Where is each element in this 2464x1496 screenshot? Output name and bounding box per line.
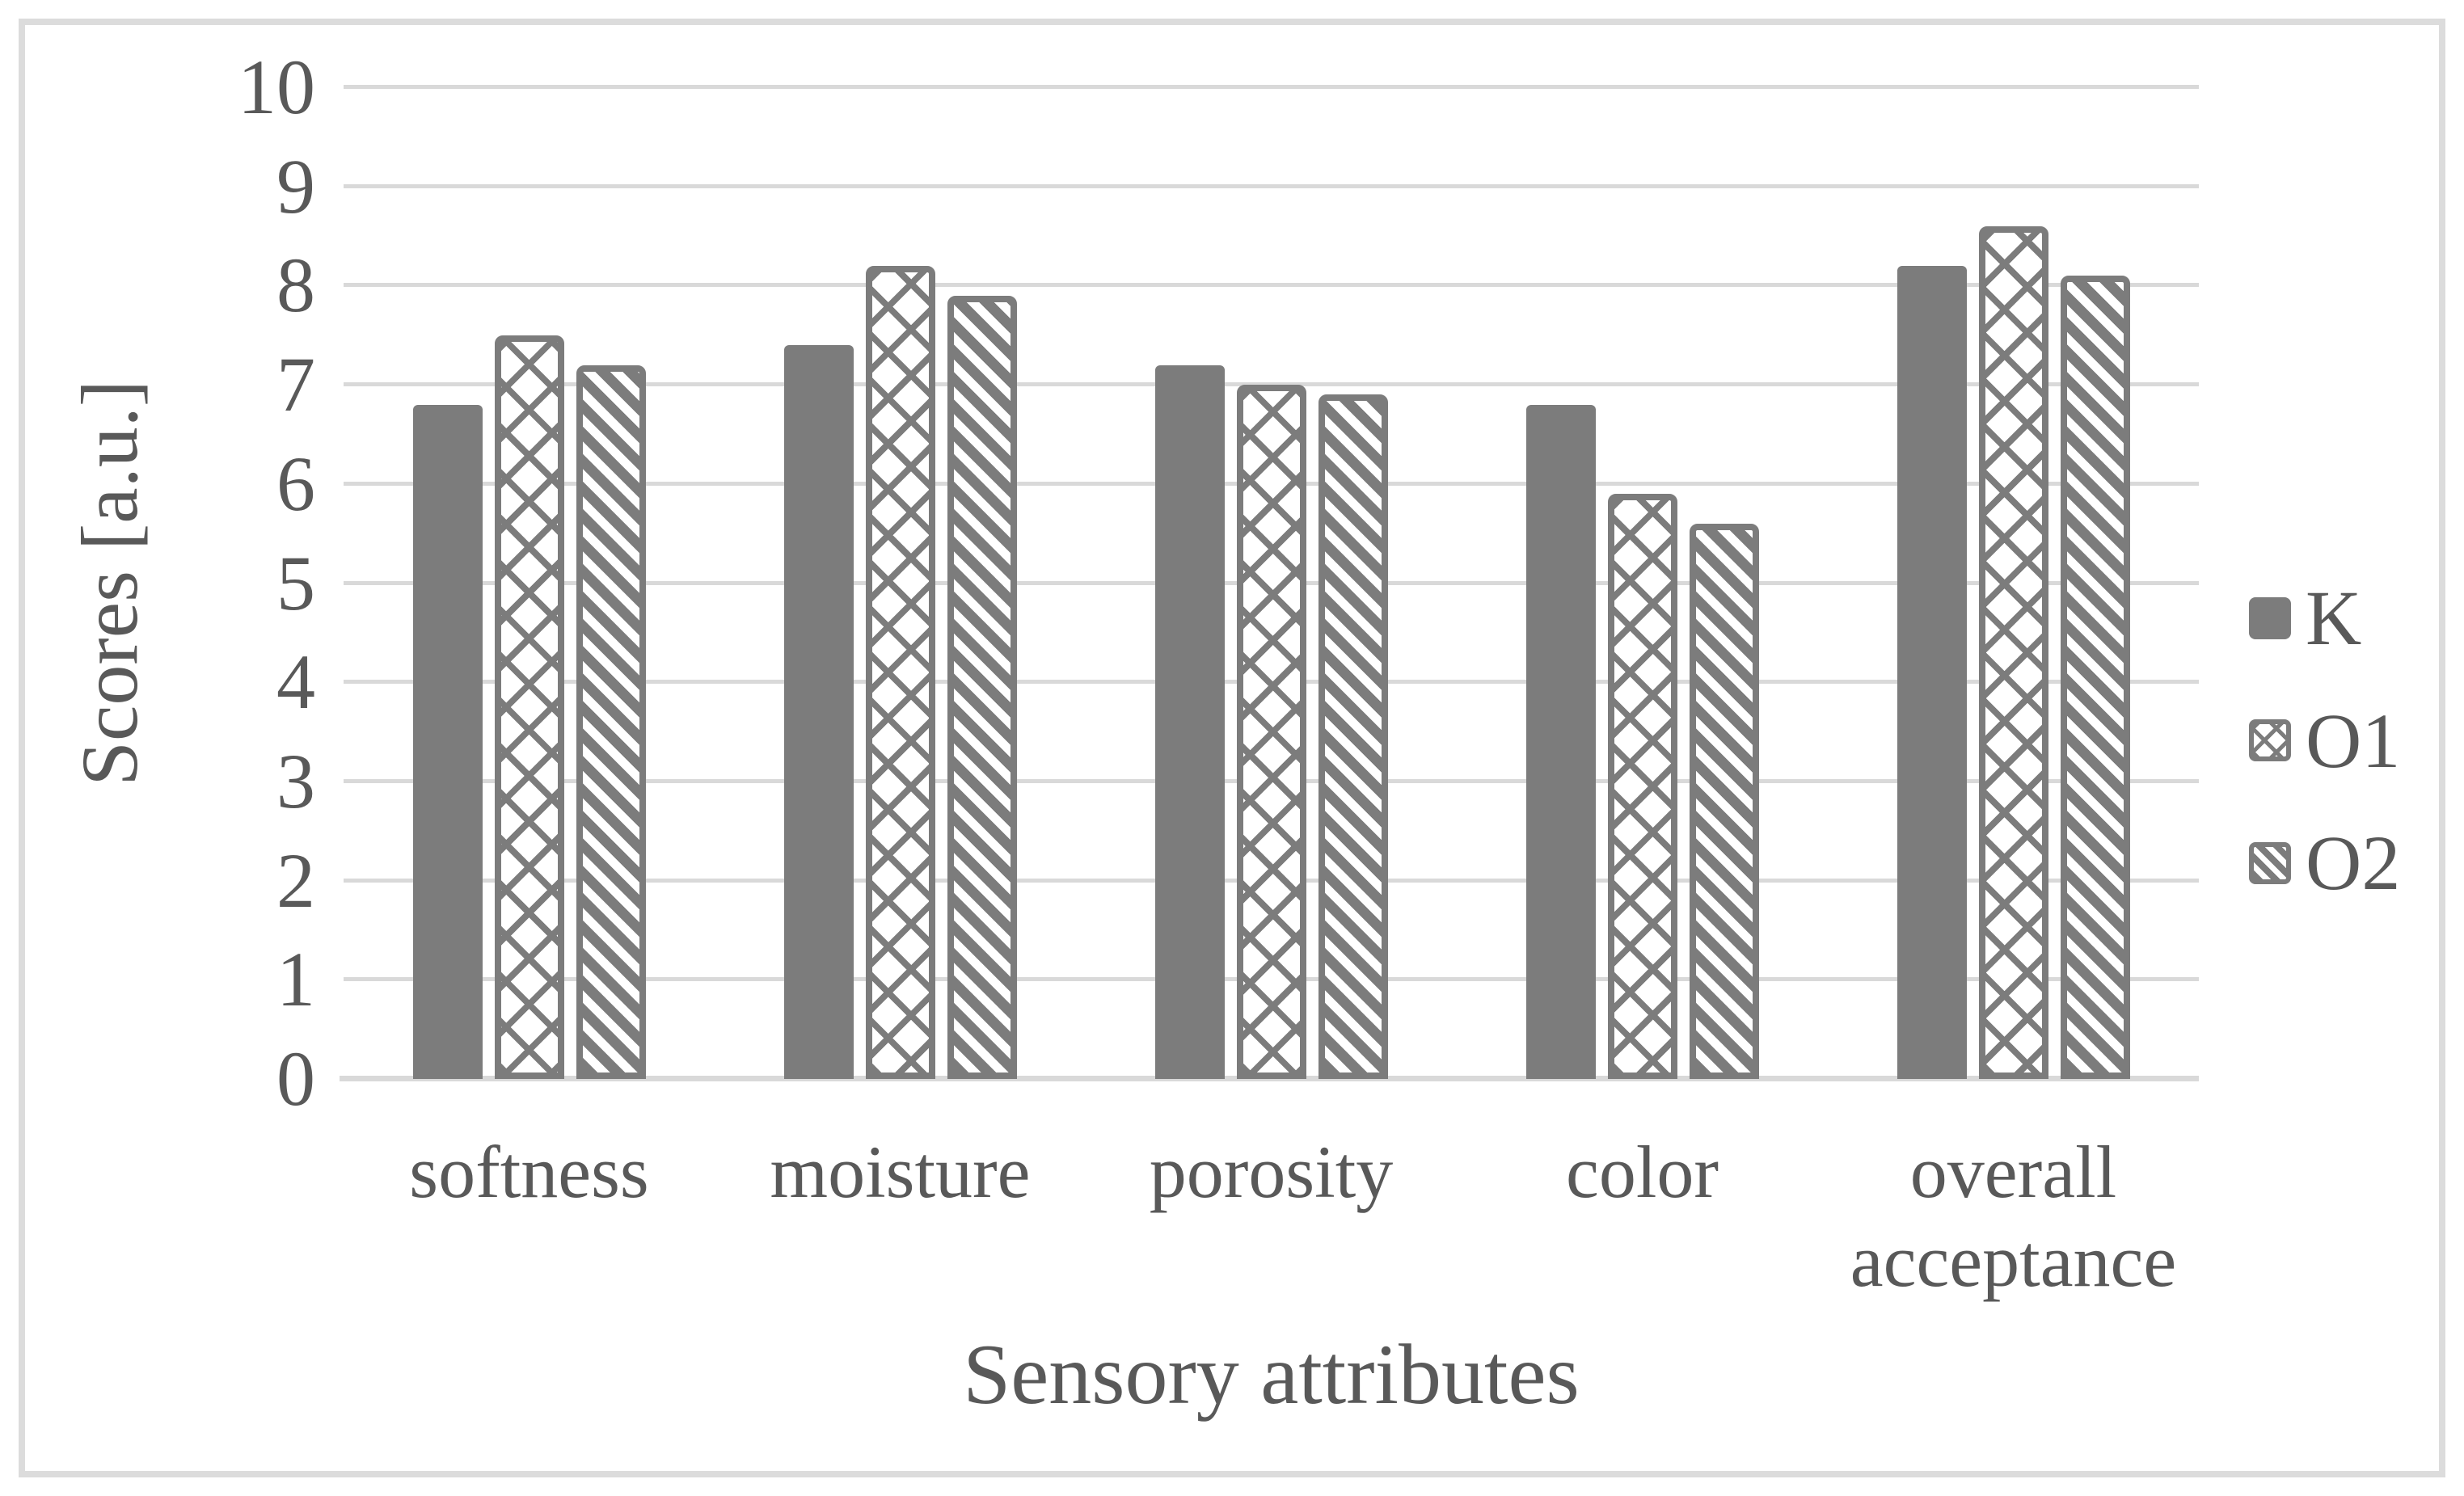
y-tick-label-7: 7 xyxy=(276,341,315,428)
bar-K-overall-acceptance xyxy=(1897,265,1967,1079)
legend-swatch-K xyxy=(2249,596,2291,639)
x-label-text-overall-acceptance: overall acceptance xyxy=(1850,1131,2177,1303)
bar-O2-overall-acceptance xyxy=(2060,276,2130,1079)
bar-group-overall-acceptance xyxy=(1828,87,2199,1079)
bar-O1-overall-acceptance xyxy=(1978,225,2048,1079)
legend: K O1 O2 xyxy=(2249,575,2400,906)
y-tick-label-0: 0 xyxy=(276,1035,315,1122)
y-tick-label-8: 8 xyxy=(276,242,315,329)
bar-O2-softness xyxy=(576,365,646,1079)
y-tick-label-9: 9 xyxy=(276,142,315,230)
legend-item-K: K xyxy=(2249,575,2400,661)
bar-groups xyxy=(344,87,2199,1079)
x-label-text-softness: softness xyxy=(409,1131,649,1213)
bar-K-moisture xyxy=(783,345,854,1079)
bar-O1-moisture xyxy=(865,265,935,1079)
bar-K-softness xyxy=(412,404,483,1079)
gridline-10 xyxy=(344,85,2199,89)
x-label-overall-acceptance: overall acceptance xyxy=(1828,1127,2199,1306)
legend-swatch-O2 xyxy=(2249,841,2291,884)
legend-label-K: K xyxy=(2306,575,2362,661)
plot-area xyxy=(340,85,2199,1081)
bar-group-softness xyxy=(344,87,715,1079)
x-label-softness: softness xyxy=(344,1127,715,1306)
bar-O2-porosity xyxy=(1318,394,1388,1079)
y-tick-labels: 0 1 2 3 4 5 6 7 8 9 10 xyxy=(121,48,315,1118)
x-label-text-porosity: porosity xyxy=(1149,1131,1394,1213)
bar-O1-porosity xyxy=(1236,385,1306,1079)
legend-label-O1: O1 xyxy=(2306,697,2401,784)
x-label-porosity: porosity xyxy=(1086,1127,1457,1306)
bar-group-moisture xyxy=(715,87,1086,1079)
bar-K-porosity xyxy=(1154,365,1225,1079)
legend-item-O1: O1 xyxy=(2249,697,2401,784)
y-tick-label-6: 6 xyxy=(276,440,315,527)
legend-swatch-O1 xyxy=(2249,719,2291,762)
legend-label-O2: O2 xyxy=(2306,820,2401,907)
x-label-color: color xyxy=(1457,1127,1828,1306)
x-axis-title: Sensory attributes xyxy=(963,1327,1580,1422)
gridline-9 xyxy=(344,183,2199,188)
gridline-7 xyxy=(344,382,2199,387)
x-label-moisture: moisture xyxy=(715,1127,1086,1306)
bar-group-porosity xyxy=(1086,87,1457,1079)
bar-O1-softness xyxy=(494,335,564,1079)
x-label-text-color: color xyxy=(1565,1131,1719,1213)
y-tick-label-1: 1 xyxy=(276,936,315,1023)
x-label-text-moisture: moisture xyxy=(770,1131,1031,1213)
gridline-8 xyxy=(344,283,2199,288)
bar-group-color xyxy=(1457,87,1828,1079)
y-tick-label-10: 10 xyxy=(238,44,315,130)
y-tick-label-2: 2 xyxy=(276,836,315,924)
bar-O2-moisture xyxy=(947,295,1017,1079)
legend-item-O2: O2 xyxy=(2249,820,2400,906)
bar-O2-color xyxy=(1689,523,1759,1079)
y-tick-label-4: 4 xyxy=(276,638,315,726)
bar-K-color xyxy=(1525,404,1596,1079)
bar-O1-color xyxy=(1607,494,1677,1079)
y-tick-label-3: 3 xyxy=(276,737,315,824)
y-tick-label-5: 5 xyxy=(276,539,315,626)
x-category-labels: softness moisture porosity color overall acc… xyxy=(344,1127,2199,1306)
figure-border-frame xyxy=(19,19,2445,1477)
